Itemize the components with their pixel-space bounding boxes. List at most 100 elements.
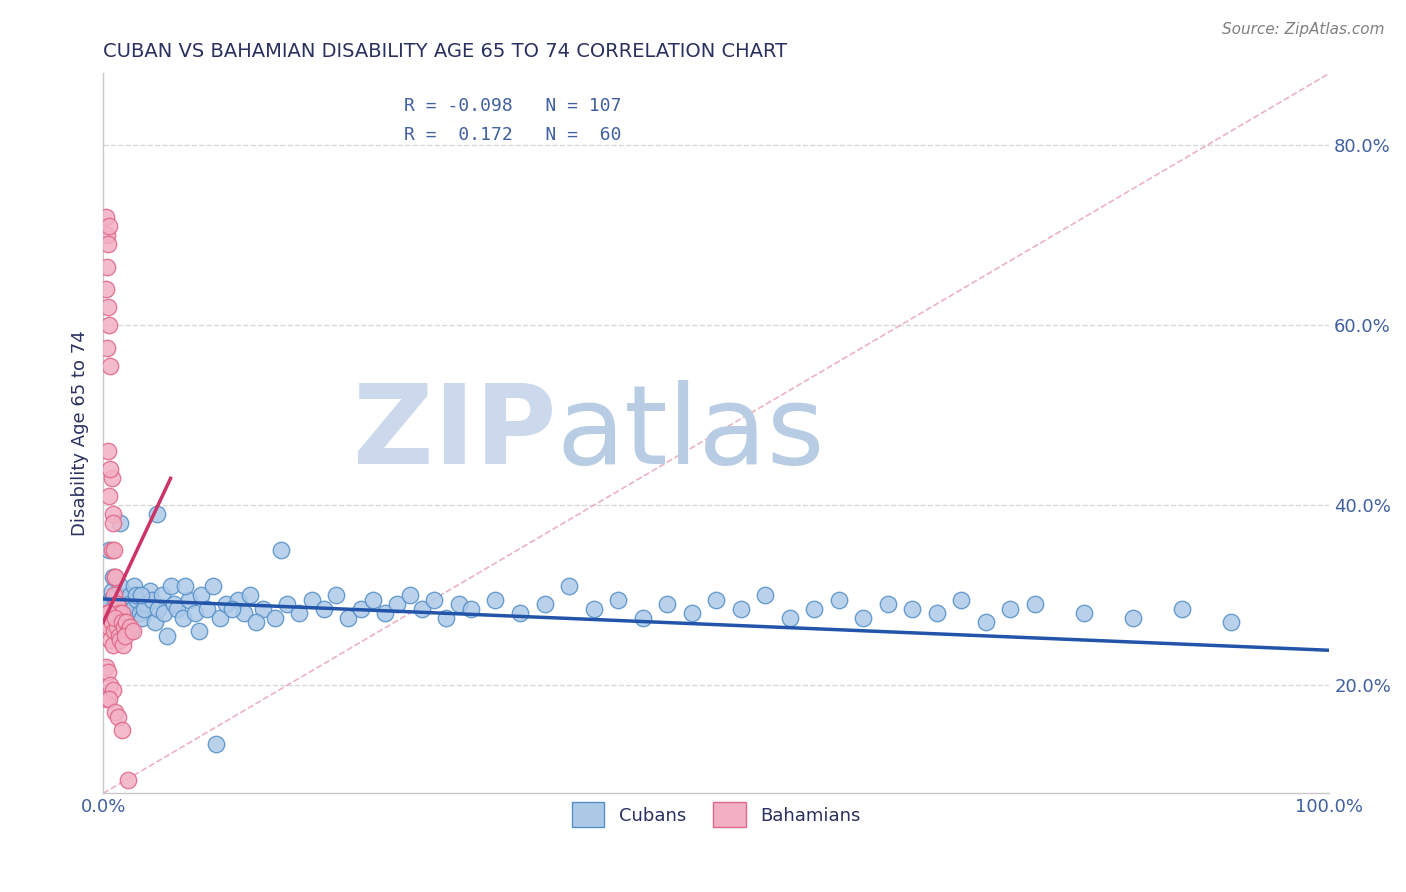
Point — [103, 588, 125, 602]
Point — [901, 602, 924, 616]
Point — [263, 611, 285, 625]
Point — [325, 588, 347, 602]
Point — [276, 598, 298, 612]
Text: CUBAN VS BAHAMIAN DISABILITY AGE 65 TO 74 CORRELATION CHART: CUBAN VS BAHAMIAN DISABILITY AGE 65 TO 7… — [103, 42, 787, 61]
Point — [288, 607, 311, 621]
Point — [122, 579, 145, 593]
Point — [96, 598, 118, 612]
Point — [98, 607, 121, 621]
Point — [100, 543, 122, 558]
Point — [423, 592, 446, 607]
Point — [107, 710, 129, 724]
Point — [112, 620, 135, 634]
Point — [172, 611, 194, 625]
Text: Source: ZipAtlas.com: Source: ZipAtlas.com — [1222, 22, 1385, 37]
Point — [120, 588, 142, 602]
Point — [803, 602, 825, 616]
Point — [101, 570, 124, 584]
Point — [101, 508, 124, 522]
Point — [97, 602, 120, 616]
Point — [98, 620, 121, 634]
Point — [779, 611, 801, 625]
Point — [100, 471, 122, 485]
Legend: Cubans, Bahamians: Cubans, Bahamians — [565, 795, 868, 835]
Point — [100, 462, 122, 476]
Point — [226, 592, 249, 607]
Point — [97, 444, 120, 458]
Point — [582, 602, 605, 616]
Point — [174, 579, 197, 593]
Point — [101, 682, 124, 697]
Point — [97, 301, 120, 315]
Y-axis label: Disability Age 65 to 74: Disability Age 65 to 74 — [72, 331, 89, 536]
Point — [98, 691, 121, 706]
Point — [187, 624, 209, 639]
Point — [374, 607, 396, 621]
Point — [104, 570, 127, 584]
Point — [105, 588, 128, 602]
Point — [112, 615, 135, 630]
Point — [337, 611, 360, 625]
Point — [184, 607, 207, 621]
Point — [312, 602, 335, 616]
Point — [100, 678, 122, 692]
Point — [110, 615, 132, 630]
Point — [107, 602, 129, 616]
Point — [100, 615, 122, 630]
Point — [607, 592, 630, 607]
Point — [132, 602, 155, 616]
Point — [301, 592, 323, 607]
Point — [110, 615, 132, 630]
Point — [101, 638, 124, 652]
Point — [96, 615, 118, 630]
Point — [108, 629, 131, 643]
Text: R =  0.172   N =  60: R = 0.172 N = 60 — [404, 126, 621, 144]
Point — [460, 602, 482, 616]
Point — [110, 598, 132, 612]
Point — [105, 620, 128, 634]
Point — [117, 624, 139, 639]
Point — [950, 592, 973, 607]
Point — [159, 579, 181, 593]
Point — [104, 706, 127, 720]
Point — [114, 629, 136, 643]
Point — [129, 588, 152, 602]
Point — [730, 602, 752, 616]
Point — [105, 598, 128, 612]
Point — [361, 592, 384, 607]
Point — [96, 260, 118, 274]
Point — [1220, 615, 1243, 630]
Point — [94, 282, 117, 296]
Point — [96, 228, 118, 243]
Point — [111, 607, 134, 621]
Point — [101, 611, 124, 625]
Point — [166, 602, 188, 616]
Point — [558, 579, 581, 593]
Point — [103, 543, 125, 558]
Point — [974, 615, 997, 630]
Point — [509, 607, 531, 621]
Point — [153, 607, 176, 621]
Point — [631, 611, 654, 625]
Point — [114, 592, 136, 607]
Point — [118, 598, 141, 612]
Point — [1000, 602, 1022, 616]
Point — [131, 611, 153, 625]
Point — [398, 588, 420, 602]
Point — [100, 583, 122, 598]
Point — [114, 615, 136, 630]
Point — [100, 359, 122, 373]
Point — [121, 602, 143, 616]
Point — [239, 588, 262, 602]
Point — [107, 611, 129, 625]
Point — [96, 341, 118, 355]
Point — [221, 602, 243, 616]
Point — [148, 602, 170, 616]
Point — [97, 665, 120, 679]
Point — [100, 633, 122, 648]
Point — [138, 583, 160, 598]
Point — [876, 598, 898, 612]
Point — [252, 602, 274, 616]
Point — [163, 598, 186, 612]
Point — [245, 615, 267, 630]
